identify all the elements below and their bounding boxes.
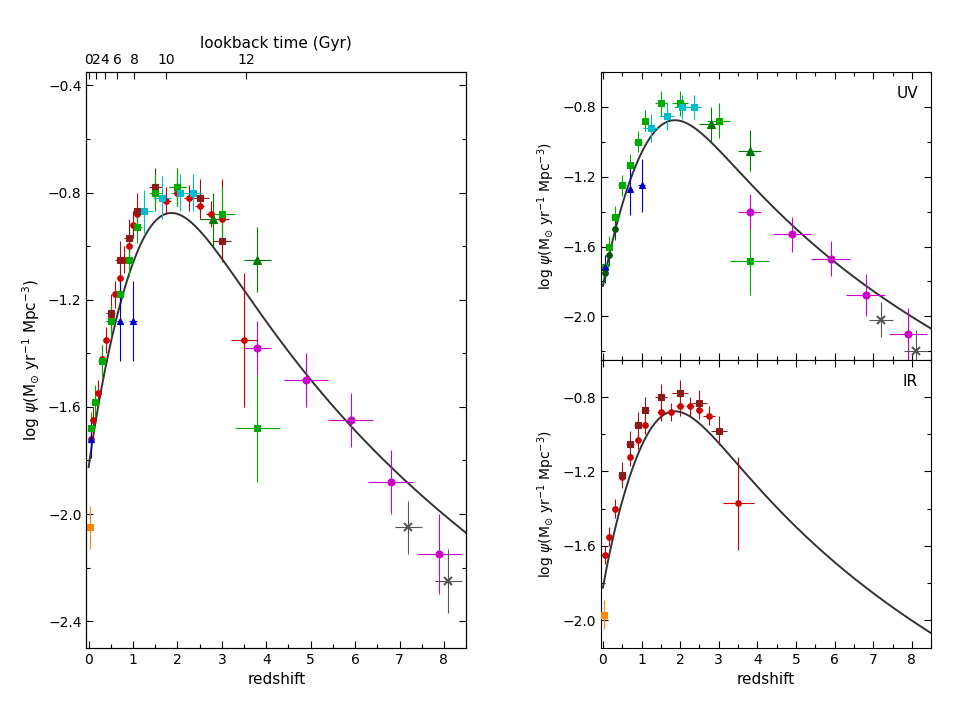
Y-axis label: log $\psi$(M$_{\odot}$ yr$^{-1}$ Mpc$^{-3}$): log $\psi$(M$_{\odot}$ yr$^{-1}$ Mpc$^{-… [536,430,557,578]
X-axis label: lookback time (Gyr): lookback time (Gyr) [201,35,352,50]
Y-axis label: log $\psi$(M$_{\odot}$ yr$^{-1}$ Mpc$^{-3}$): log $\psi$(M$_{\odot}$ yr$^{-1}$ Mpc$^{-… [536,142,557,290]
Y-axis label: log $\psi$(M$_{\odot}$ yr$^{-1}$ Mpc$^{-3}$): log $\psi$(M$_{\odot}$ yr$^{-1}$ Mpc$^{-… [21,279,42,441]
X-axis label: redshift: redshift [737,672,795,688]
Text: UV: UV [897,86,918,102]
Text: IR: IR [902,374,918,390]
X-axis label: redshift: redshift [247,672,305,688]
